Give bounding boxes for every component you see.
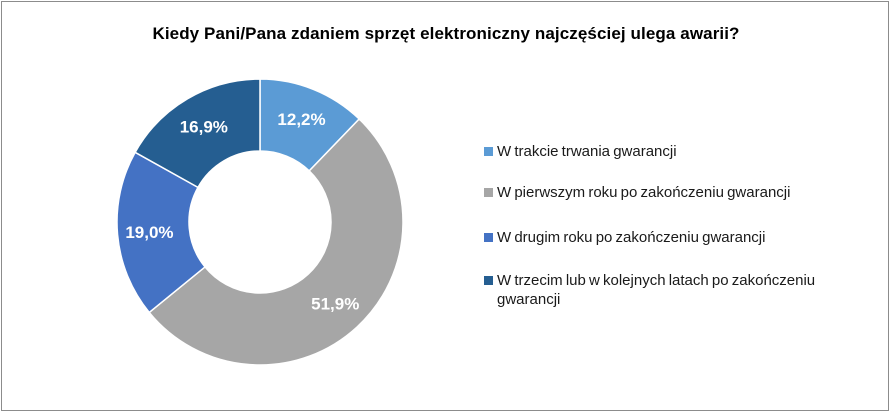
legend-label: W pierwszym roku po zakończeniu gwarancj… (497, 184, 791, 201)
legend-item-warranty: W trakcie trwania gwarancji (484, 142, 867, 161)
legend-swatch (484, 188, 493, 197)
slice-value-label: 16,9% (180, 117, 228, 136)
slice-second-year (116, 151, 207, 314)
legend-swatch (484, 233, 493, 242)
slice-value-label: 51,9% (311, 295, 359, 314)
slice-value-label: 19,0% (125, 223, 173, 242)
slice-value-label: 12,2% (277, 110, 325, 129)
legend-swatch (484, 147, 493, 156)
legend-label: W trakcie trwania gwarancji (497, 143, 677, 160)
legend-label: W drugim roku po zakończeniu gwarancji (497, 229, 766, 246)
chart-title: Kiedy Pani/Pana zdaniem sprzęt elektroni… (152, 24, 740, 43)
legend-item-second-year: W drugim roku po zakończeniu gwarancji (484, 228, 867, 247)
legend-item-first-year: W pierwszym roku po zakończeniu gwarancj… (484, 183, 867, 202)
legend-label: W trzecim lub w kolejnych latach po zako… (497, 272, 816, 308)
legend-swatch (484, 276, 493, 285)
legend-item-third-year-later: W trzecim lub w kolejnych latach po zako… (484, 271, 867, 309)
slice-third-year-later (134, 78, 261, 189)
slice-first-year (148, 117, 404, 366)
